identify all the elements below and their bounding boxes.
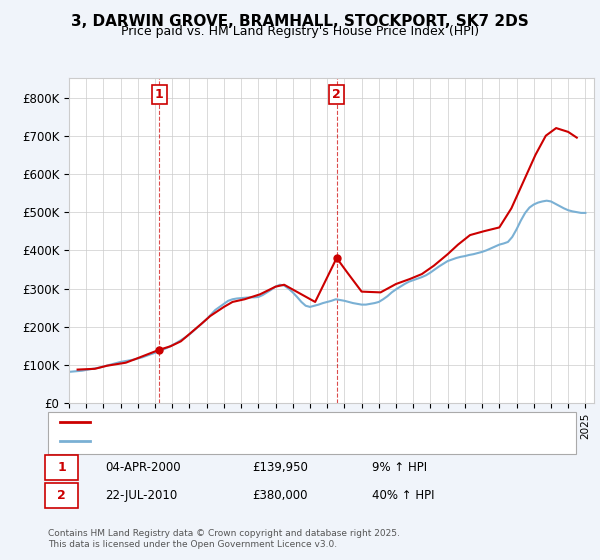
- Text: £139,950: £139,950: [252, 461, 308, 474]
- Text: 3, DARWIN GROVE, BRAMHALL, STOCKPORT, SK7 2DS: 3, DARWIN GROVE, BRAMHALL, STOCKPORT, SK…: [71, 14, 529, 29]
- Text: 22-JUL-2010: 22-JUL-2010: [105, 489, 177, 502]
- Text: 1: 1: [57, 461, 66, 474]
- Text: HPI: Average price, detached house, Stockport: HPI: Average price, detached house, Stoc…: [99, 436, 343, 446]
- Text: 1: 1: [155, 88, 164, 101]
- Text: Price paid vs. HM Land Registry's House Price Index (HPI): Price paid vs. HM Land Registry's House …: [121, 25, 479, 38]
- Text: Contains HM Land Registry data © Crown copyright and database right 2025.
This d: Contains HM Land Registry data © Crown c…: [48, 529, 400, 549]
- Text: 2: 2: [332, 88, 341, 101]
- Text: 40% ↑ HPI: 40% ↑ HPI: [372, 489, 434, 502]
- Text: 2: 2: [57, 489, 66, 502]
- Text: 9% ↑ HPI: 9% ↑ HPI: [372, 461, 427, 474]
- Text: 04-APR-2000: 04-APR-2000: [105, 461, 181, 474]
- Text: £380,000: £380,000: [252, 489, 308, 502]
- Text: 3, DARWIN GROVE, BRAMHALL, STOCKPORT, SK7 2DS (detached house): 3, DARWIN GROVE, BRAMHALL, STOCKPORT, SK…: [99, 417, 473, 427]
